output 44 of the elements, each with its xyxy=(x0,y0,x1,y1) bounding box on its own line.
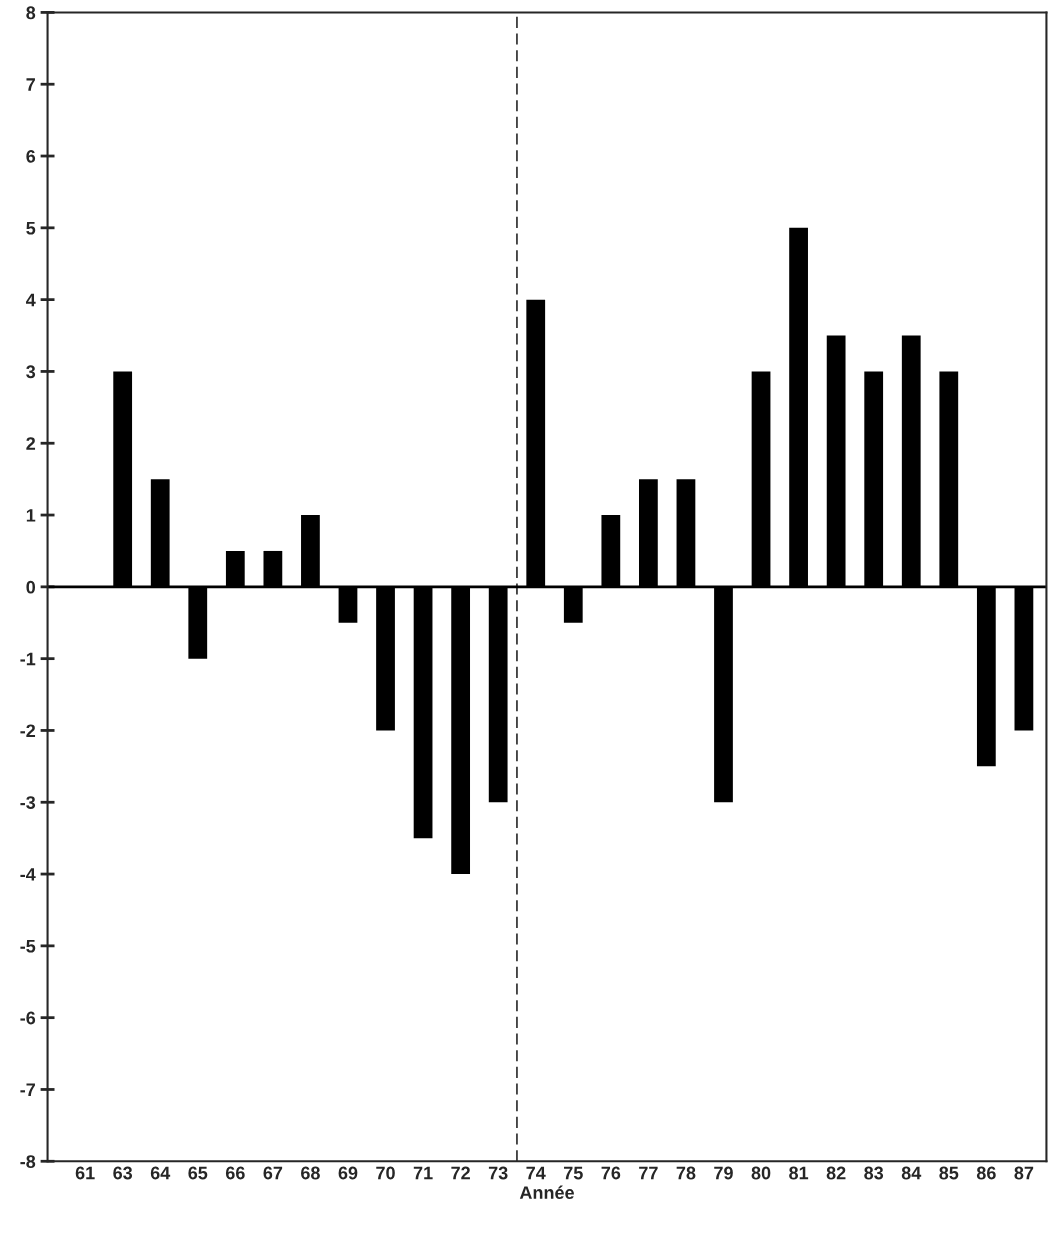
x-tick-label: 72 xyxy=(451,1166,470,1180)
y-tick-label: 1 xyxy=(26,509,36,522)
y-tick-label: -3 xyxy=(20,796,36,809)
y-tick-label: -8 xyxy=(20,1155,36,1168)
y-tick-label: 7 xyxy=(26,78,35,91)
x-tick-label: 78 xyxy=(676,1166,696,1180)
x-tick-label: 77 xyxy=(639,1166,658,1180)
x-tick-label: 67 xyxy=(263,1166,283,1180)
x-tick-label: 76 xyxy=(601,1166,621,1180)
x-tick-label: 71 xyxy=(413,1166,433,1180)
y-tick-label: -5 xyxy=(20,939,36,953)
x-tick-label: 86 xyxy=(976,1166,996,1180)
x-tick-label: 63 xyxy=(113,1166,133,1180)
x-tick-label: 85 xyxy=(939,1166,959,1180)
y-tick-label: 3 xyxy=(26,365,36,379)
y-tick-label: -1 xyxy=(20,652,36,666)
y-tick-label: 0 xyxy=(26,580,36,594)
x-tick-label: 68 xyxy=(301,1166,320,1180)
y-tick-label: -4 xyxy=(20,868,36,881)
x-tick-label: 84 xyxy=(901,1166,922,1180)
x-tick-label: 80 xyxy=(751,1166,771,1180)
y-tick-label: 6 xyxy=(26,149,36,163)
y-tick-label: -6 xyxy=(20,1011,36,1025)
x-axis-title: Année xyxy=(519,1185,574,1199)
x-tick-label: 69 xyxy=(338,1166,358,1180)
x-tick-label: 61 xyxy=(75,1166,95,1180)
x-tick-label: 70 xyxy=(376,1166,395,1180)
y-tick-label: -2 xyxy=(20,724,36,737)
y-tick-label: 4 xyxy=(25,293,36,307)
x-tick-label: 87 xyxy=(1014,1166,1034,1180)
x-tick-label: 65 xyxy=(188,1166,208,1180)
y-tick-label: 5 xyxy=(26,221,36,235)
x-tick-label: 82 xyxy=(826,1166,846,1180)
x-tick-label: 81 xyxy=(789,1166,809,1180)
y-tick-label: 8 xyxy=(26,6,36,20)
x-tick-label: 73 xyxy=(488,1166,508,1180)
x-tick-label: 66 xyxy=(225,1166,245,1180)
x-tick-label: 75 xyxy=(564,1166,583,1180)
x-tick-label: 79 xyxy=(714,1166,733,1180)
y-tick-label: 2 xyxy=(26,437,36,450)
x-tick-label: 83 xyxy=(864,1166,884,1180)
x-tick-label: 64 xyxy=(150,1166,171,1180)
x-tick-label: 74 xyxy=(526,1166,546,1180)
y-tick-label: -7 xyxy=(20,1083,35,1097)
